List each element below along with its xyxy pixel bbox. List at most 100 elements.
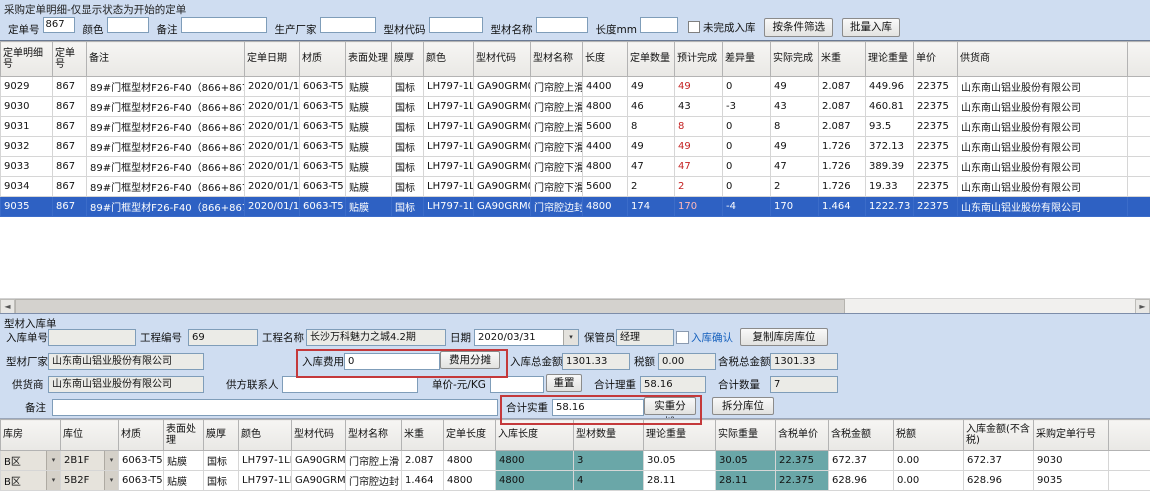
table-cell: 4800 (582, 96, 628, 117)
table-row[interactable]: B区▾2B1F▾6063-T5贴膜国标LH797-1LL0GA90GRM03门帘… (0, 450, 1150, 471)
split-location-button[interactable]: 拆分库位 (712, 397, 774, 415)
filter-input-1[interactable] (106, 17, 149, 33)
copy-warehouse-button[interactable]: 复制库房库位 (740, 328, 828, 346)
chevron-down-icon[interactable]: ▾ (46, 471, 60, 490)
table-cell: 山东南山铝业股份有限公司 (957, 76, 1128, 97)
table-cell: 9030 (1033, 450, 1109, 471)
project-no-label: 工程编号 (140, 332, 182, 344)
actual-weight-split-button[interactable]: 实重分摊 (644, 397, 696, 428)
tax-included-total-input[interactable]: 1301.33 (770, 353, 838, 370)
column-header: 定单数量 (627, 41, 675, 77)
chevron-down-icon[interactable]: ▾ (46, 451, 60, 470)
scroll-thumb[interactable] (15, 299, 845, 314)
total-amount-input[interactable]: 1301.33 (562, 353, 630, 370)
filter-input-3[interactable] (319, 17, 376, 33)
supplier-contact-input[interactable] (282, 376, 418, 393)
table-cell: 贴膜 (345, 196, 392, 217)
table-cell: 2.087 (818, 76, 866, 97)
table-cell: 9034 (0, 176, 53, 197)
table-cell: 47 (627, 156, 675, 177)
table-cell: 4800 (495, 470, 574, 491)
inbound-no-input[interactable] (48, 329, 136, 346)
warehouse-select[interactable]: B区 ▾ (0, 470, 61, 491)
table-cell: 8 (674, 116, 723, 137)
reset-button[interactable]: 重置 (546, 374, 582, 392)
filter-input-0[interactable]: 867 (42, 17, 75, 33)
table-cell: 22375 (913, 76, 958, 97)
table-cell (1127, 136, 1150, 157)
column-header: 膜厚 (203, 419, 239, 451)
column-header: 备注 (86, 41, 245, 77)
filter-by-condition-button[interactable]: 按条件筛选 (764, 17, 833, 37)
maker-input[interactable]: 山东南山铝业股份有限公司 (48, 353, 204, 370)
date-input[interactable]: 2020/03/31 ▾ (474, 329, 579, 346)
filter-input-6[interactable] (639, 17, 678, 33)
keeper-input[interactable]: 经理 (616, 329, 674, 346)
table-cell: 89#门框型材F26-F40（866+867） (86, 136, 245, 157)
table-cell: 贴膜 (163, 470, 204, 491)
remark-input[interactable] (52, 399, 498, 416)
scroll-left-button[interactable]: ◄ (0, 299, 15, 314)
filter-panel: 采购定单明细-仅显示状态为开始的定单 定单号 867 颜色 备注 生产厂家 型材代码 型材名… (0, 0, 1150, 40)
location-select[interactable]: 5B2F ▾ (60, 470, 119, 491)
project-no-input[interactable]: 69 (188, 329, 258, 346)
table-cell: 1.464 (401, 470, 444, 491)
table-cell: 门帘腔上滑 (530, 116, 583, 137)
column-header: 颜色 (238, 419, 292, 451)
inbound-confirm-checkbox[interactable] (676, 331, 689, 344)
table-cell (1127, 76, 1150, 97)
table-cell: 22375 (913, 156, 958, 177)
table-row[interactable]: 903286789#门框型材F26-F40（866+867）2020/01/13… (0, 136, 1150, 157)
unfinished-checkbox[interactable] (687, 21, 700, 33)
table-cell: 2020/01/13 (244, 156, 300, 177)
unit-price-input[interactable] (490, 376, 544, 393)
table-cell: 9029 (0, 76, 53, 97)
table-row[interactable]: B区▾5B2F▾6063-T5贴膜国标LH797-1LL0GA90GRM05门帘… (0, 470, 1150, 491)
table-cell: 1.726 (818, 156, 866, 177)
chevron-down-icon[interactable]: ▾ (104, 451, 118, 470)
table-cell (1127, 96, 1150, 117)
batch-inbound-button[interactable]: 批量入库 (841, 17, 900, 37)
column-header: 膜厚 (391, 41, 424, 77)
table-cell: 22.375 (775, 470, 829, 491)
filter-input-2[interactable] (180, 17, 267, 33)
supplier-input[interactable]: 山东南山铝业股份有限公司 (48, 376, 204, 393)
scroll-right-button[interactable]: ► (1135, 299, 1150, 314)
horizontal-scrollbar[interactable]: ◄ ► (0, 298, 1150, 314)
fee-input[interactable]: 0 (344, 353, 440, 370)
project-name-input[interactable]: 长沙万科魅力之城4.2期 (306, 329, 446, 346)
table-cell: -4 (722, 196, 771, 217)
table-cell: 89#门框型材F26-F40（866+867） (86, 156, 245, 177)
table-row[interactable]: 903086789#门框型材F26-F40（866+867）2020/01/13… (0, 96, 1150, 117)
table-cell: 89#门框型材F26-F40（866+867） (86, 96, 245, 117)
table-cell: 5600 (582, 116, 628, 137)
table-row[interactable]: 903586789#门框型材F26-F40（866+867）2020/01/13… (0, 196, 1150, 217)
fee-split-button[interactable]: 费用分摊 (440, 351, 500, 369)
column-header: 型材代码 (291, 419, 346, 451)
total-actual-weight-input[interactable]: 58.16 (552, 399, 644, 416)
table-row[interactable]: 903486789#门框型材F26-F40（866+867）2020/01/13… (0, 176, 1150, 197)
warehouse-select[interactable]: B区 ▾ (0, 450, 61, 471)
filter-input-5[interactable] (535, 17, 588, 33)
location-select[interactable]: 2B1F ▾ (60, 450, 119, 471)
table-row[interactable]: 903186789#门框型材F26-F40（866+867）2020/01/13… (0, 116, 1150, 137)
fee-label: 入库费用 (302, 356, 344, 368)
table-cell: 贴膜 (345, 136, 392, 157)
total-theoretical-weight-input[interactable]: 58.16 (640, 376, 706, 393)
order-table: 定单明细号 定单号 备注 定单日期 材质 表面处理 膜厚 颜色 型材代码 型材名称 长度 定单数量 预计… (0, 41, 1150, 217)
table-row[interactable]: 902986789#门框型材F26-F40（866+867）2020/01/13… (0, 76, 1150, 97)
column-header: 税额 (893, 419, 964, 451)
column-header: 含税金额 (828, 419, 894, 451)
table-cell: 28.11 (643, 470, 716, 491)
table-cell: 30.05 (643, 450, 716, 471)
calendar-dropdown-icon[interactable]: ▾ (563, 330, 578, 345)
chevron-down-icon[interactable]: ▾ (104, 471, 118, 490)
tax-input[interactable]: 0.00 (658, 353, 716, 370)
table-cell: LH797-1LL0 (423, 76, 474, 97)
total-quantity-input[interactable]: 7 (770, 376, 838, 393)
filter-input-4[interactable] (428, 17, 483, 33)
table-cell: LH797-1LL0 (238, 470, 292, 491)
table-cell: LH797-1LL0 (423, 156, 474, 177)
table-cell: 国标 (391, 76, 424, 97)
table-row[interactable]: 903386789#门框型材F26-F40（866+867）2020/01/13… (0, 156, 1150, 177)
